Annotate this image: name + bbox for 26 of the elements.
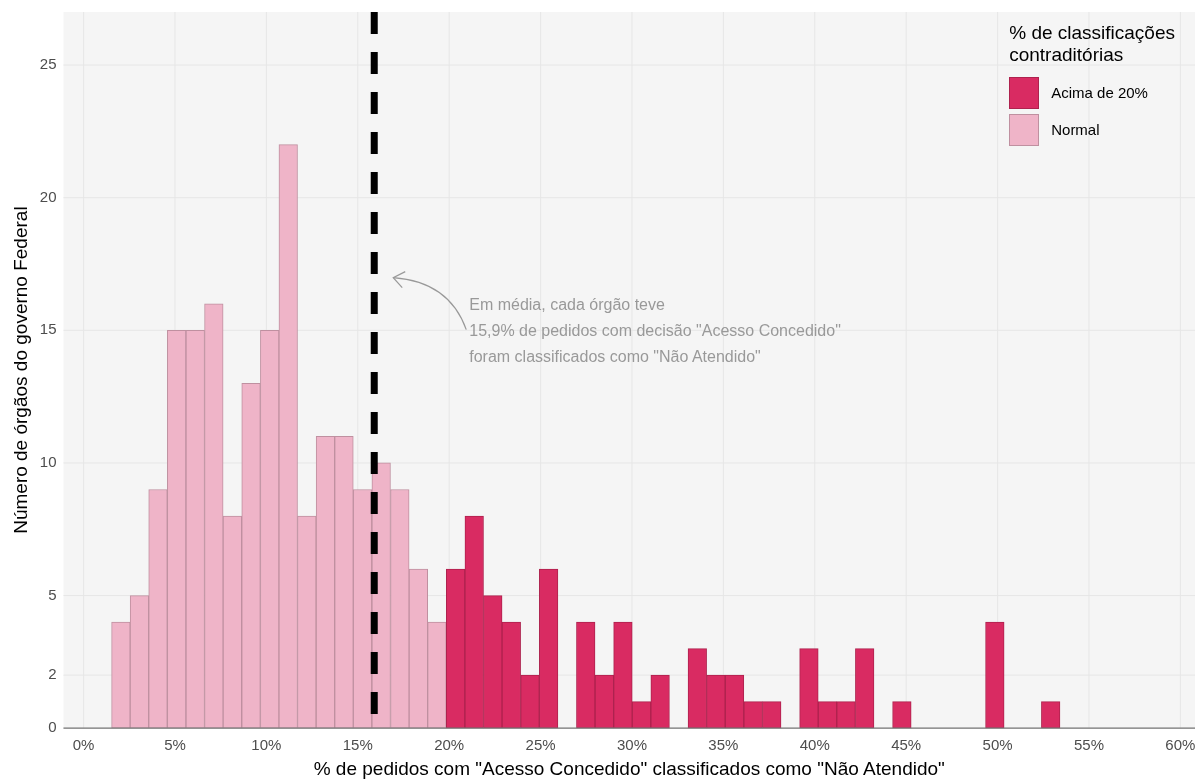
y-tick-label: 25 xyxy=(39,55,57,73)
y-tick-label: 0 xyxy=(48,718,57,736)
x-tick-label: 0% xyxy=(72,736,95,754)
x-tick-label: 35% xyxy=(708,736,739,754)
legend-title: % de classificações contraditórias xyxy=(1009,22,1175,66)
y-tick-label: 5 xyxy=(48,585,57,603)
y-tick-label: 15 xyxy=(39,320,57,338)
x-tick-label: 30% xyxy=(616,736,647,754)
annotation: Em média, cada órgão teve 15,9% de pedidos com decisão "Acesso Concedido" foram classificados como "Não Atendido" xyxy=(469,296,841,366)
y-tick-label: 20 xyxy=(39,187,57,205)
x-tick-label: 5% xyxy=(164,736,186,754)
legend-label: Acima de 20% xyxy=(1051,84,1148,101)
x-tick-label: 10% xyxy=(251,736,282,754)
x-tick-label: 15% xyxy=(342,736,373,754)
y-axis-title: Número de órgãos do governo Federal xyxy=(9,206,31,534)
x-tick-label: 25% xyxy=(525,736,556,754)
y-tick-label: 10 xyxy=(39,453,57,471)
legend-label: Normal xyxy=(1051,121,1100,138)
x-tick-label: 50% xyxy=(982,736,1013,754)
x-tick-label: 55% xyxy=(1073,736,1104,754)
x-tick-label: 20% xyxy=(434,736,465,754)
x-tick-label: 60% xyxy=(1165,736,1196,754)
x-axis-title: % de pedidos com "Acesso Concedido" classificados como "Não Atendido" xyxy=(313,757,945,779)
x-tick-label: 40% xyxy=(799,736,830,754)
y-tick-label: 2 xyxy=(48,665,57,683)
x-tick-label: 45% xyxy=(891,736,922,754)
